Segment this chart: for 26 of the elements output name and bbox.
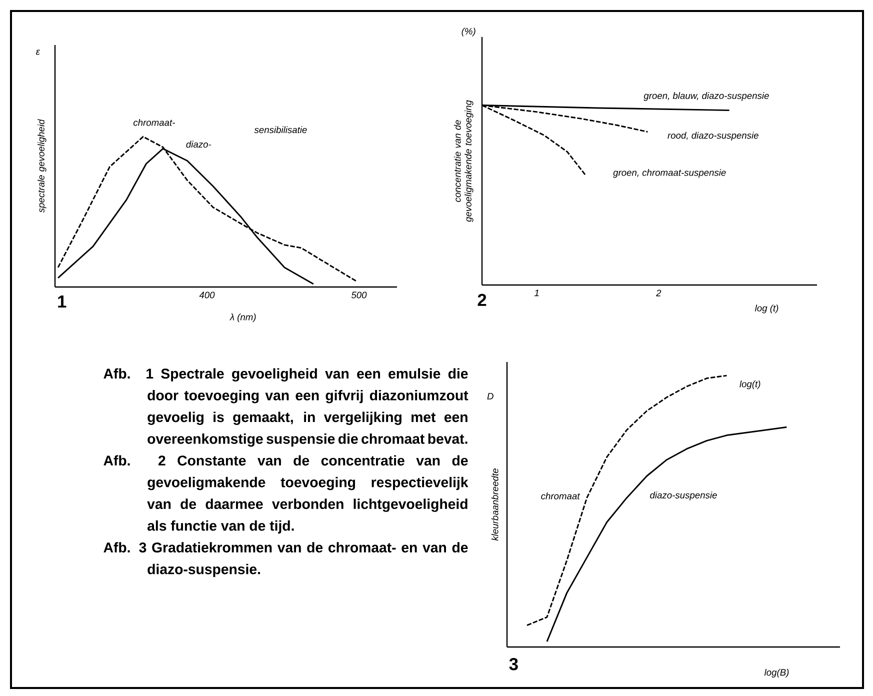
x-axis-title: log (t) xyxy=(754,304,778,314)
y-axis-title: spectrale gevoeligheid xyxy=(38,119,46,213)
text: D xyxy=(487,392,494,400)
text: sensibilisatie xyxy=(254,126,307,134)
x-tick-label: 400 xyxy=(199,292,215,298)
x-tick-label: 1 xyxy=(534,290,539,296)
x-axis-title: λ (nm) xyxy=(230,313,256,322)
text: (%) xyxy=(462,28,476,36)
y-axis-title: concentratie van de gevoeligmakende toevoeging xyxy=(454,100,474,222)
text: Afb. 1 Spectrale gevoeligheid van een emulsie die door toevoeging van een gifvrij diazoniumzout gevoelig is gemaakt, in vergelijking met een overeenkomstige suspensie die chromaat bevat. xyxy=(104,368,468,447)
x-tick-label: 2 xyxy=(656,290,662,296)
text: Afb. 3 Gradatiekrommen van de chromaat- en van de diazo-suspensie. xyxy=(104,542,468,578)
series-label: groen, blauw, diazo-suspensie xyxy=(644,92,769,101)
series-label: chromaat- xyxy=(133,119,175,126)
text: 3 xyxy=(509,658,518,670)
annotation: log(t) xyxy=(740,380,760,390)
series-label: diazo- xyxy=(186,140,212,148)
text: rood, diazo-suspensie xyxy=(668,132,758,141)
series-label: diazo-suspensie xyxy=(650,492,717,500)
text: Afb. 2 Constante van de concentratie van de gevoeligmakende toevoeging respectievelijk van de daarmee verbonden lichtgevoeligheid als functie van de tijd. xyxy=(104,455,468,534)
text: ε xyxy=(36,50,40,55)
series-label: chromaat xyxy=(541,492,580,500)
text: groen, chromaat-suspensie xyxy=(613,169,726,178)
x-axis-title: log(B) xyxy=(764,668,789,678)
y-axis-title: kleurbaanbreedte xyxy=(491,468,498,541)
x-tick-label: 500 xyxy=(351,292,367,298)
